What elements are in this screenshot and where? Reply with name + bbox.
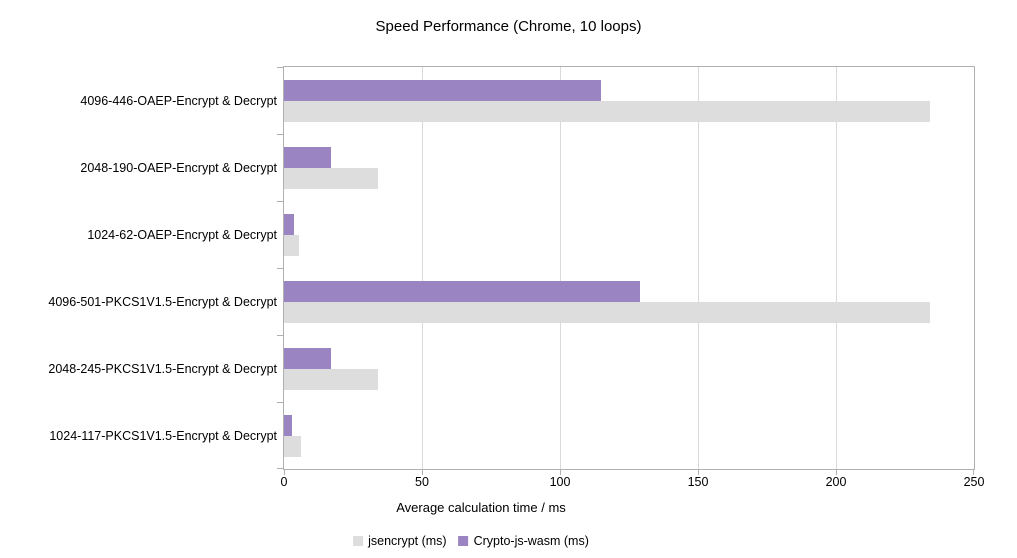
x-tick-label: 200 — [825, 475, 847, 489]
y-axis-tick — [277, 201, 284, 202]
x-axis-title: Average calculation time / ms — [396, 500, 566, 515]
x-axis-tick — [836, 469, 837, 475]
bar-jsencrypt-ms — [284, 168, 378, 189]
gridline — [698, 67, 699, 469]
x-tick-label: 0 — [280, 475, 288, 489]
bar-crypto-js-wasm-ms — [284, 348, 331, 369]
bar-jsencrypt-ms — [284, 369, 378, 390]
bar-crypto-js-wasm-ms — [284, 415, 293, 436]
x-axis-tick — [422, 469, 423, 475]
y-axis-tick — [277, 402, 284, 403]
plot-area — [277, 66, 975, 475]
category-label: 2048-245-PKCS1V1.5-Encrypt & Decrypt — [48, 362, 277, 376]
bar-jsencrypt-ms — [284, 101, 930, 122]
gridline — [422, 67, 423, 469]
y-axis-tick — [277, 134, 284, 135]
category-label: 1024-117-PKCS1V1.5-Encrypt & Decrypt — [49, 429, 277, 443]
category-label: 1024-62-OAEP-Encrypt & Decrypt — [87, 228, 277, 242]
x-axis-tick — [973, 469, 974, 475]
legend-item-jsencrypt-ms: jsencrypt (ms) — [353, 534, 447, 548]
bar-crypto-js-wasm-ms — [284, 281, 641, 302]
x-axis-tick — [560, 469, 561, 475]
x-tick-label: 250 — [963, 475, 985, 489]
legend-label: Crypto-js-wasm (ms) — [473, 534, 589, 548]
chart-title: Speed Performance (Chrome, 10 loops) — [375, 18, 642, 35]
x-tick-label: 50 — [415, 475, 429, 489]
y-axis-tick — [277, 468, 284, 469]
x-tick-label: 150 — [687, 475, 709, 489]
x-axis-tick — [698, 469, 699, 475]
bar-crypto-js-wasm-ms — [284, 214, 294, 235]
category-label: 2048-190-OAEP-Encrypt & Decrypt — [80, 161, 277, 175]
legend-item-crypto-js-wasm-ms: Crypto-js-wasm (ms) — [458, 534, 589, 548]
chart-legend: jsencrypt (ms) Crypto-js-wasm (ms) — [353, 534, 589, 548]
bar-jsencrypt-ms — [284, 436, 301, 457]
y-axis-tick — [277, 67, 284, 68]
x-axis-tick — [284, 469, 285, 475]
category-label: 4096-446-OAEP-Encrypt & Decrypt — [80, 94, 277, 108]
legend-label: jsencrypt (ms) — [368, 534, 447, 548]
bar-jsencrypt-ms — [284, 235, 300, 256]
bar-jsencrypt-ms — [284, 302, 930, 323]
bar-crypto-js-wasm-ms — [284, 80, 602, 101]
legend-swatch-icon — [353, 536, 364, 546]
x-tick-label: 100 — [549, 475, 571, 489]
bar-crypto-js-wasm-ms — [284, 147, 331, 168]
gridline — [836, 67, 837, 469]
legend-swatch-icon — [458, 536, 469, 546]
category-label: 4096-501-PKCS1V1.5-Encrypt & Decrypt — [48, 295, 277, 309]
y-axis-tick — [277, 268, 284, 269]
gridline — [560, 67, 561, 469]
y-axis-tick — [277, 335, 284, 336]
